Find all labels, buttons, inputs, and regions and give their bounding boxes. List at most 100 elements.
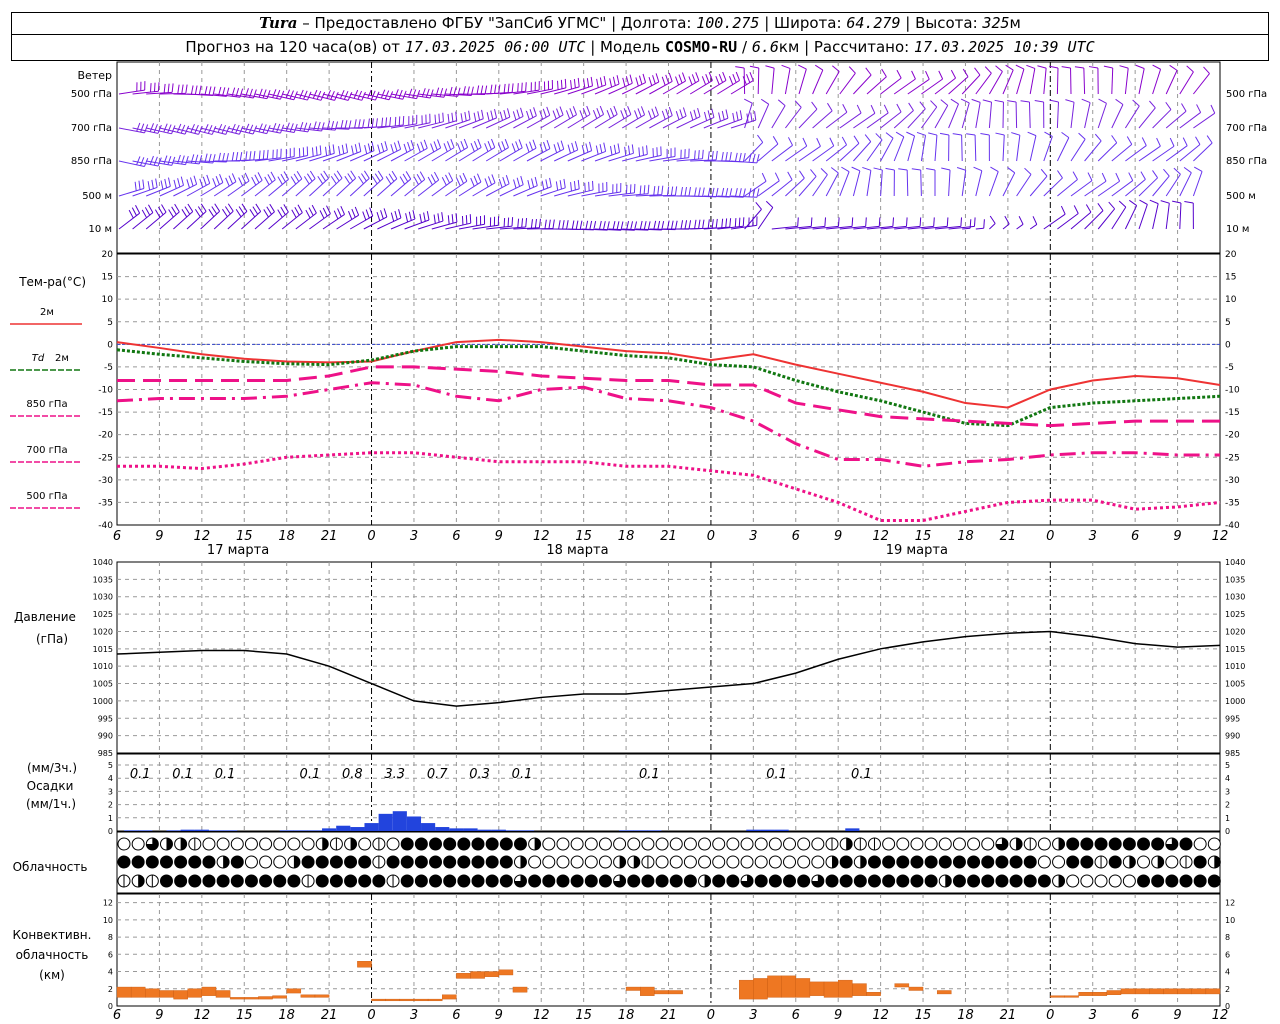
temperature-ytick-right: 0 bbox=[1225, 340, 1231, 350]
bottom-axis-tick: 6 bbox=[452, 1008, 460, 1023]
cloud-circle bbox=[230, 837, 244, 851]
wind-barb bbox=[567, 76, 593, 95]
cloud-symbol bbox=[768, 874, 782, 888]
temperature-axis-tick: 0 bbox=[1046, 529, 1054, 544]
wind-barb-feather bbox=[974, 67, 981, 76]
cloud-circle bbox=[202, 837, 216, 851]
wind-title: Ветер bbox=[78, 69, 112, 82]
wind-barb-shaft bbox=[173, 160, 200, 165]
wind-barb-feather bbox=[579, 220, 583, 230]
wind-barb-feather bbox=[293, 173, 300, 182]
wind-barb-feather bbox=[810, 217, 813, 227]
cloud-symbol bbox=[315, 837, 329, 851]
cloud-symbol bbox=[159, 855, 173, 869]
cloud-symbol bbox=[542, 874, 556, 888]
wind-barb bbox=[281, 170, 303, 197]
wind-barb bbox=[948, 68, 969, 95]
wind-barb-feather bbox=[750, 112, 753, 122]
wind-barb bbox=[649, 106, 673, 129]
convective-ytick-right: 8 bbox=[1225, 933, 1230, 942]
cloud-circle bbox=[1151, 874, 1165, 888]
wind-barb-feather bbox=[533, 107, 537, 116]
wind-barb-shaft bbox=[1056, 102, 1059, 129]
wind-barb-feather bbox=[501, 141, 506, 150]
wind-barb-shaft bbox=[295, 127, 322, 132]
bottom-axis-tick: 9 bbox=[155, 1008, 163, 1023]
wind-barb-shaft bbox=[839, 143, 860, 162]
wind-barb bbox=[173, 85, 202, 95]
cloud-circle bbox=[230, 855, 244, 869]
wind-barb-feather bbox=[517, 218, 520, 228]
cloud-circle bbox=[1137, 874, 1151, 888]
precip-bar bbox=[491, 829, 506, 831]
wind-barb-feather bbox=[647, 184, 650, 194]
wind-barb bbox=[743, 98, 753, 129]
precip-bar bbox=[293, 830, 308, 831]
wind-barb-feather bbox=[984, 66, 992, 74]
bottom-axis-tick: 21 bbox=[1000, 1008, 1017, 1023]
wind-barb-shaft bbox=[948, 170, 951, 197]
wind-barb-feather bbox=[185, 155, 189, 165]
wind-level-label-right: 850 гПа bbox=[1226, 156, 1267, 167]
wind-barb-feather bbox=[358, 175, 364, 185]
wind-barb bbox=[282, 89, 312, 101]
wind-barb-shaft bbox=[513, 147, 537, 162]
temperature-ytick-right: -25 bbox=[1225, 453, 1240, 463]
wind-barb-shaft bbox=[1125, 179, 1146, 197]
wind-barb-feather bbox=[674, 186, 678, 196]
wind-barb bbox=[513, 218, 541, 230]
wind-barb-shaft bbox=[826, 225, 853, 230]
wind-barb-feather bbox=[735, 66, 745, 69]
cloud-symbol bbox=[1108, 855, 1122, 869]
convective-bar bbox=[1078, 992, 1093, 996]
wind-barb-feather bbox=[599, 144, 603, 154]
wind-barb-feather bbox=[573, 180, 576, 191]
cloud-symbol bbox=[188, 855, 202, 869]
wind-barb bbox=[781, 64, 791, 95]
precip-ylabel: Осадки bbox=[27, 779, 74, 793]
temperature-ytick-right: -40 bbox=[1225, 521, 1240, 531]
wind-barb bbox=[1165, 103, 1187, 129]
wind-barb-feather bbox=[222, 152, 225, 162]
wind-barb-feather bbox=[546, 139, 551, 149]
cloud-symbol bbox=[443, 874, 457, 888]
wind-barb-feather bbox=[702, 219, 705, 229]
legend-label: 2м bbox=[40, 307, 54, 318]
wind-barb-feather bbox=[227, 203, 234, 212]
wind-barb-feather bbox=[279, 90, 285, 100]
wind-barb-feather bbox=[367, 89, 372, 99]
cloud-symbol bbox=[216, 837, 230, 851]
wind-barb-feather bbox=[648, 76, 653, 86]
wind-barb-feather bbox=[725, 151, 728, 162]
wind-barb bbox=[540, 78, 567, 95]
wind-barb bbox=[553, 106, 577, 129]
temperature-axis-tick: 12 bbox=[194, 529, 211, 544]
wind-barb bbox=[757, 136, 779, 162]
wind-barb-shaft bbox=[145, 211, 167, 230]
wind-barb bbox=[971, 98, 981, 129]
wind-barb bbox=[268, 204, 289, 230]
cloud-symbol bbox=[556, 837, 570, 851]
cloud-circle bbox=[174, 855, 188, 869]
wind-barb bbox=[472, 174, 496, 197]
wind-barb-feather bbox=[203, 124, 209, 133]
cloud-circle bbox=[1179, 837, 1193, 851]
cloud-symbol bbox=[783, 874, 797, 888]
wind-barb bbox=[513, 107, 537, 129]
cloud-symbol bbox=[811, 874, 825, 888]
wind-barb bbox=[839, 217, 867, 230]
wind-barb-shaft bbox=[1084, 210, 1104, 230]
convective-bar bbox=[1092, 992, 1108, 996]
wind-barb-feather bbox=[842, 104, 848, 113]
wind-barb-feather bbox=[534, 176, 538, 186]
precip-bar bbox=[364, 823, 379, 831]
cloud-circle bbox=[584, 874, 598, 888]
cloud-symbol bbox=[131, 874, 145, 888]
wind-barb-shaft bbox=[594, 151, 620, 162]
wind-barb-feather bbox=[520, 107, 524, 117]
wind-barb-shaft bbox=[390, 178, 412, 197]
day-label: 17 марта bbox=[207, 543, 269, 558]
wind-barb-shaft bbox=[282, 127, 308, 133]
cloud-symbol bbox=[669, 855, 683, 869]
wind-barb-shaft bbox=[880, 225, 907, 230]
